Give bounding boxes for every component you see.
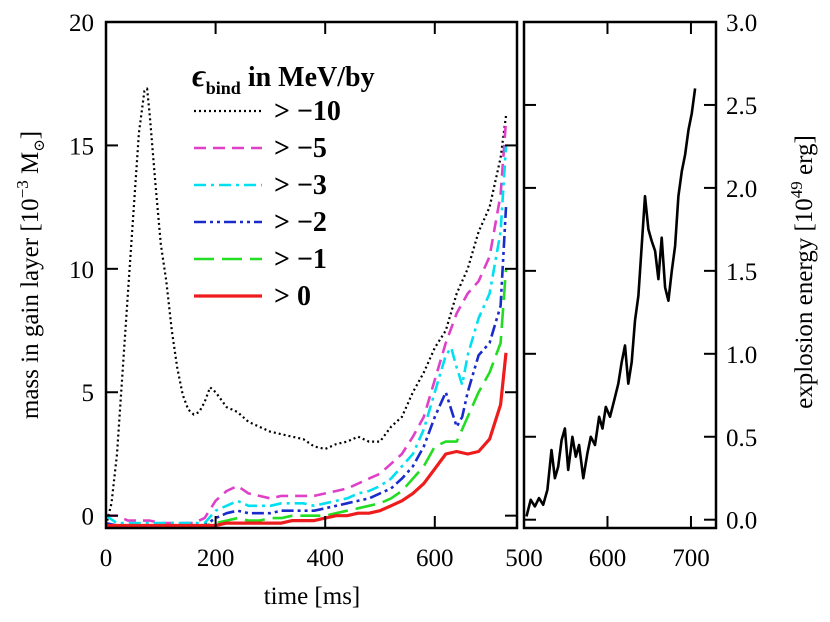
series-line-left-5 [106, 352, 508, 528]
y-label-main: explosion energy [10 [791, 198, 818, 409]
legend-entry: > −2 [274, 207, 327, 238]
y-label-exponent: −3 [13, 180, 32, 198]
y-tick-label: 0.0 [726, 508, 757, 535]
x-tick-label: 400 [306, 545, 344, 572]
x-tick-label: 0 [100, 545, 113, 572]
y-label-exponent: 49 [787, 181, 806, 198]
y-tick-label: 0.5 [726, 425, 757, 452]
left-panel: 0 200 400 600 0 5 10 15 20 time [ms] mass in gain … [13, 10, 519, 610]
y-axis-label-left: mass in gain layer [10−3 M⊙] [13, 131, 48, 419]
legend-entry: > −1 [274, 244, 327, 275]
x-axis-label: time [ms] [264, 583, 361, 610]
y-label-close: ] [17, 131, 44, 139]
y-tick-label: 1.5 [726, 259, 757, 286]
legend-title-subscript: bind [206, 78, 241, 98]
legend-title-text: in MeV/by [241, 62, 375, 93]
x-tick-label: 600 [416, 545, 454, 572]
y-tick-label: 15 [69, 133, 94, 160]
legend-entry: > −5 [274, 133, 327, 164]
y-label-unit: M [17, 152, 44, 180]
series-line-left-0 [106, 87, 508, 526]
y-tick-label: 0 [82, 504, 95, 531]
legend-title-symbol: ϵ [192, 57, 206, 93]
y-label-main: mass in gain layer [10 [17, 198, 44, 419]
y-tick-label: 2.5 [726, 93, 757, 120]
x-tick-label: 700 [672, 545, 710, 572]
series-line-left-2 [106, 145, 508, 525]
plot-frame-right [522, 20, 718, 530]
legend-title: ϵbind in MeV/by [192, 57, 375, 98]
y-tick-label: 10 [69, 257, 94, 284]
legend-entry: > −10 [274, 96, 341, 127]
x-tick-label: 500 [505, 545, 543, 572]
x-tick-label: 200 [197, 545, 235, 572]
y-tick-label: 2.0 [726, 176, 757, 203]
series-group [525, 88, 697, 517]
y-tick-label: 20 [69, 10, 94, 37]
series-line-right-0 [525, 88, 697, 517]
y-tick-label: 5 [82, 380, 95, 407]
y-label-subscript: ⊙ [32, 139, 48, 152]
series-group [106, 87, 508, 528]
y-axis-label-right: explosion energy [1049 erg] [787, 135, 818, 409]
y-tick-label: 3.0 [726, 10, 757, 37]
plot-frame-left [104, 20, 519, 530]
y-label-unit: erg] [791, 135, 818, 181]
legend: ϵbind in MeV/by> −10 > −5 > −3 > −2 > −1 > 0 [192, 57, 375, 312]
right-panel: 500 600 700 0.0 0.5 1.0 1.5 2.0 2.5 3.0 explosion … [505, 10, 818, 572]
legend-entry: > −3 [274, 170, 327, 201]
x-tick-label: 600 [589, 545, 627, 572]
legend-entry: > 0 [274, 281, 311, 312]
y-tick-label: 1.0 [726, 342, 757, 369]
